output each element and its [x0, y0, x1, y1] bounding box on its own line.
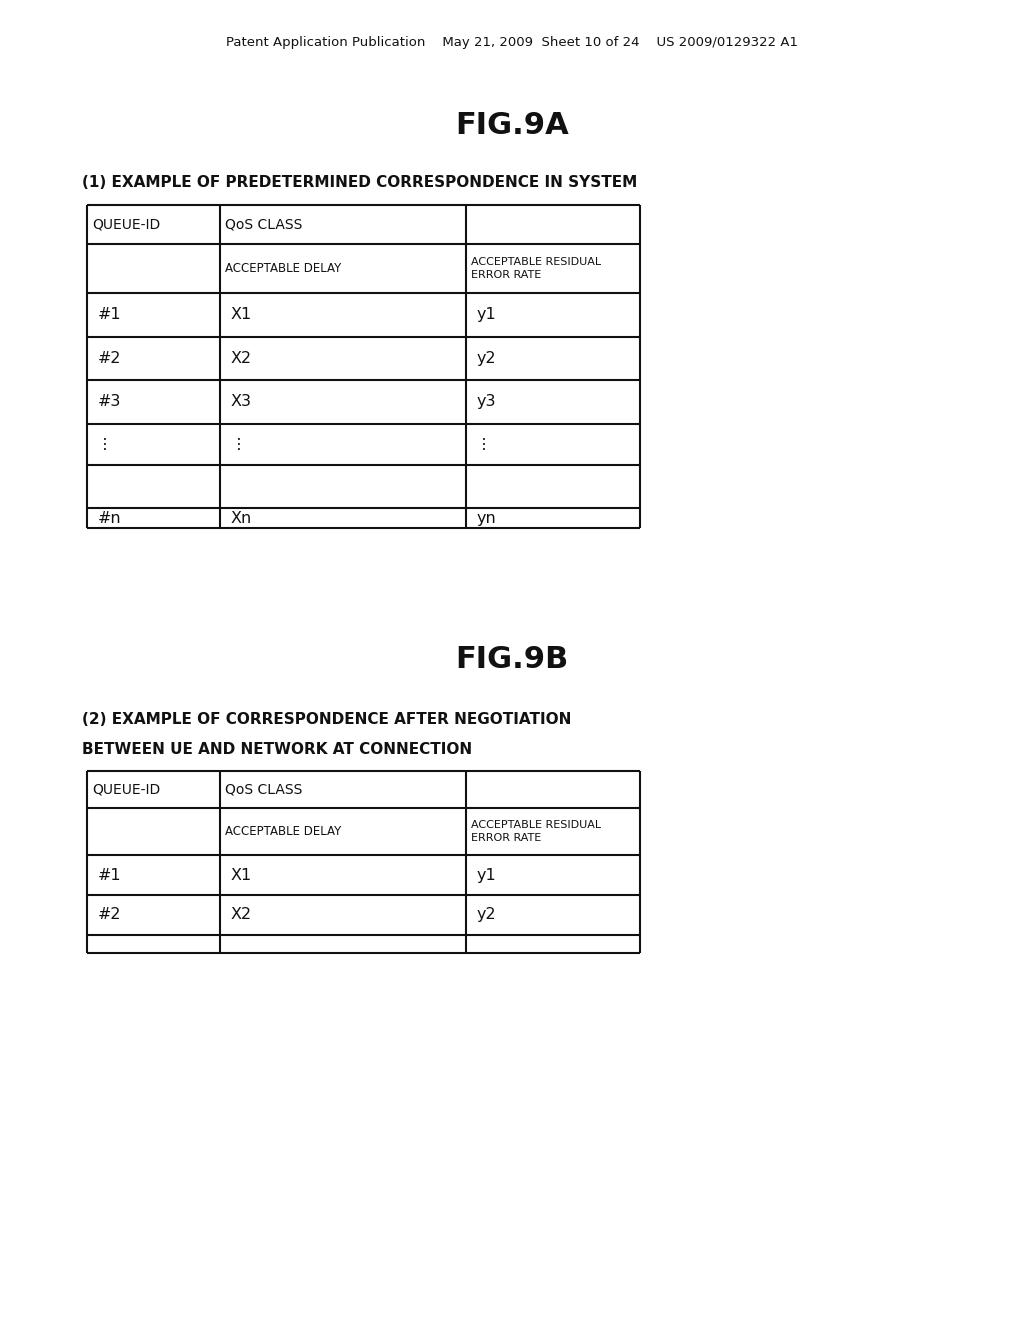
Text: QUEUE-ID: QUEUE-ID: [92, 783, 161, 796]
Text: X3: X3: [230, 395, 252, 409]
Text: y2: y2: [476, 351, 496, 366]
Text: ACCEPTABLE DELAY: ACCEPTABLE DELAY: [225, 825, 342, 838]
Text: y2: y2: [476, 907, 496, 923]
Text: #2: #2: [97, 351, 121, 366]
Text: QUEUE-ID: QUEUE-ID: [92, 218, 161, 231]
Text: ⋮: ⋮: [230, 437, 247, 451]
Text: X1: X1: [230, 867, 252, 883]
Text: y1: y1: [476, 867, 496, 883]
Text: ACCEPTABLE DELAY: ACCEPTABLE DELAY: [225, 263, 342, 275]
Text: #1: #1: [97, 308, 121, 322]
Text: FIG.9B: FIG.9B: [456, 645, 568, 675]
Text: y3: y3: [476, 395, 496, 409]
Text: Xn: Xn: [230, 511, 252, 525]
Text: X2: X2: [230, 907, 252, 923]
Text: ACCEPTABLE RESIDUAL
ERROR RATE: ACCEPTABLE RESIDUAL ERROR RATE: [471, 257, 601, 280]
Text: FIG.9A: FIG.9A: [455, 111, 569, 140]
Text: ⋮: ⋮: [97, 437, 114, 451]
Text: ⋮: ⋮: [476, 437, 493, 451]
Text: #1: #1: [97, 867, 121, 883]
Text: X2: X2: [230, 351, 252, 366]
Text: QoS CLASS: QoS CLASS: [225, 783, 303, 796]
Text: X1: X1: [230, 308, 252, 322]
Text: BETWEEN UE AND NETWORK AT CONNECTION: BETWEEN UE AND NETWORK AT CONNECTION: [82, 742, 472, 758]
Text: #2: #2: [97, 907, 121, 923]
Text: QoS CLASS: QoS CLASS: [225, 218, 303, 231]
Text: Patent Application Publication    May 21, 2009  Sheet 10 of 24    US 2009/012932: Patent Application Publication May 21, 2…: [226, 36, 798, 49]
Text: ACCEPTABLE RESIDUAL
ERROR RATE: ACCEPTABLE RESIDUAL ERROR RATE: [471, 820, 601, 843]
Text: #3: #3: [97, 395, 121, 409]
Text: y1: y1: [476, 308, 496, 322]
Text: yn: yn: [476, 511, 496, 525]
Text: (1) EXAMPLE OF PREDETERMINED CORRESPONDENCE IN SYSTEM: (1) EXAMPLE OF PREDETERMINED CORRESPONDE…: [82, 174, 637, 190]
Text: #n: #n: [97, 511, 121, 525]
Text: (2) EXAMPLE OF CORRESPONDENCE AFTER NEGOTIATION: (2) EXAMPLE OF CORRESPONDENCE AFTER NEGO…: [82, 711, 571, 727]
